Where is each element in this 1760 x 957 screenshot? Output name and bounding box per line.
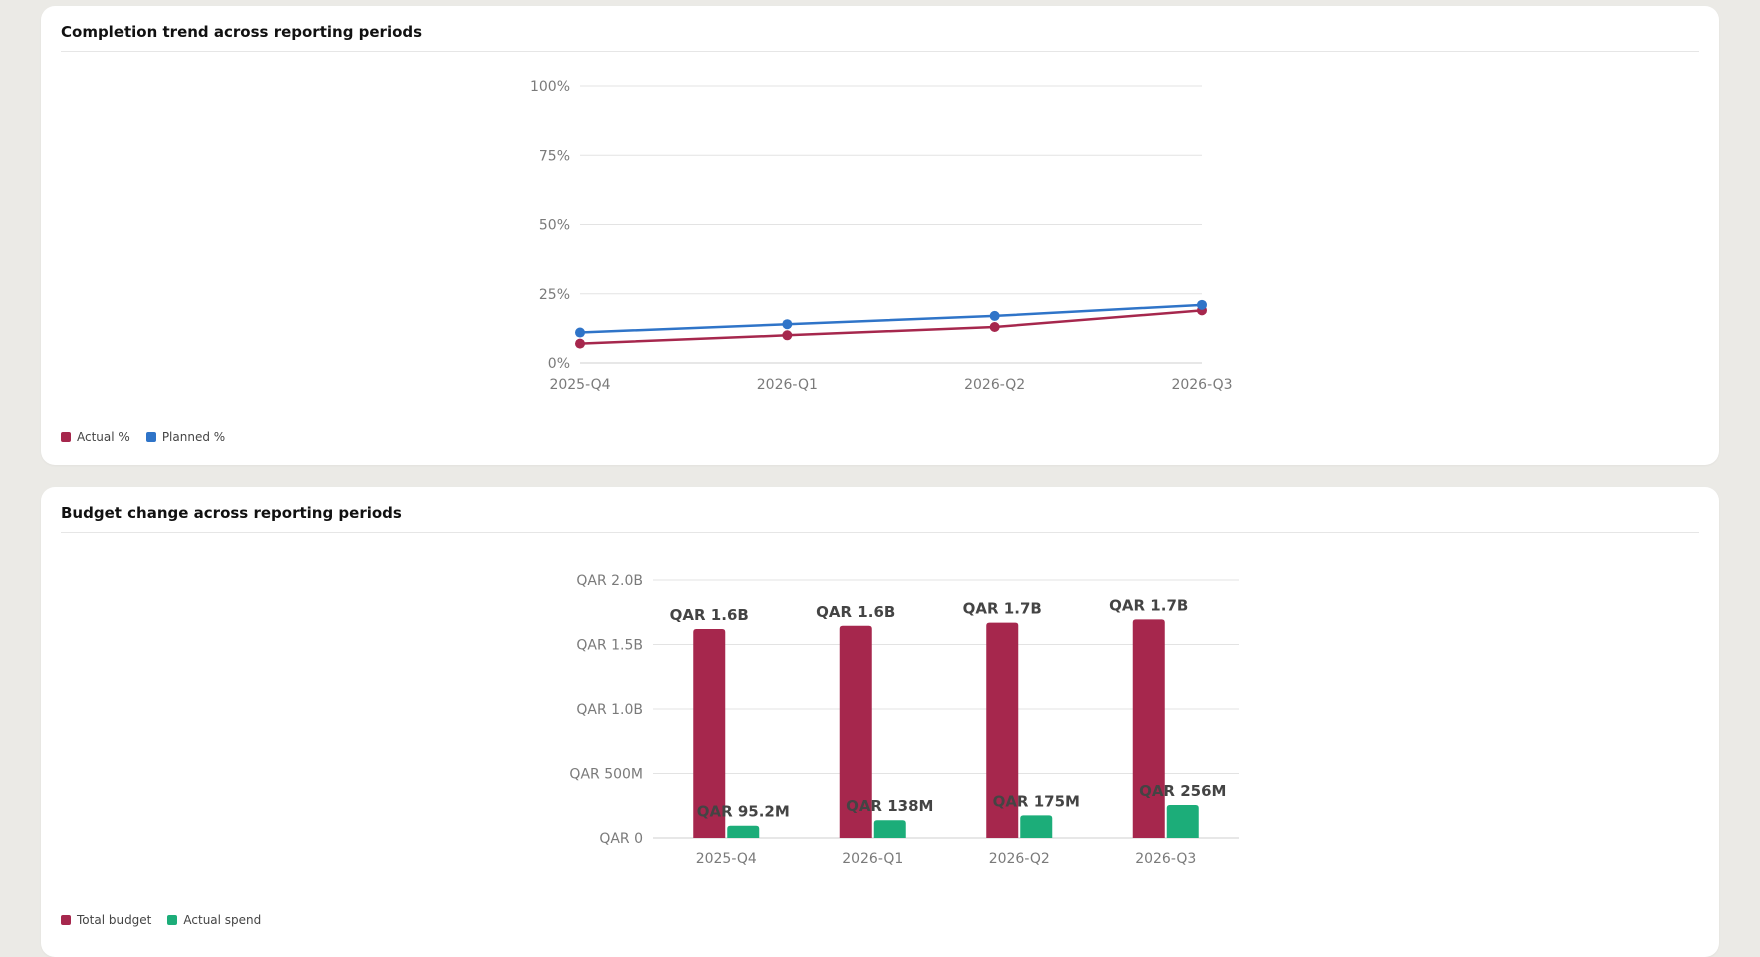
y-tick-label: QAR 1.5B bbox=[576, 638, 643, 654]
data-point-actual bbox=[782, 330, 793, 341]
series-line-actual bbox=[579, 309, 1203, 345]
bar-total-budget bbox=[693, 629, 726, 838]
bar-total-budget bbox=[986, 622, 1019, 838]
data-label-total-budget: QAR 1.6B bbox=[670, 606, 749, 624]
legend-item-planned[interactable]: Planned % bbox=[145, 430, 226, 444]
data-point-actual bbox=[575, 338, 585, 349]
data-label-actual-spend: QAR 95.2M bbox=[697, 803, 790, 821]
bar-actual-spend bbox=[1166, 804, 1199, 838]
legend-item-total-budget[interactable]: Total budget bbox=[61, 913, 151, 927]
bar-actual-spend bbox=[873, 820, 906, 838]
data-point-planned bbox=[1197, 299, 1207, 310]
data-point-actual bbox=[989, 321, 1000, 332]
bar-actual-spend bbox=[727, 825, 760, 838]
completion-trend-card: Completion trend across reporting period… bbox=[41, 6, 1719, 465]
y-tick-label: 100% bbox=[530, 79, 570, 95]
budget-title-divider bbox=[61, 532, 1699, 533]
y-tick-label: 0% bbox=[548, 356, 570, 372]
legend-item-actual[interactable]: Actual % bbox=[61, 430, 130, 444]
data-label-actual-spend: QAR 138M bbox=[846, 797, 933, 815]
data-label-actual-spend: QAR 175M bbox=[993, 792, 1080, 810]
x-tick-label: 2026-Q2 bbox=[964, 377, 1025, 393]
bar-actual-spend bbox=[1020, 815, 1053, 838]
data-point-planned bbox=[989, 310, 1000, 321]
x-tick-label: 2026-Q1 bbox=[757, 377, 818, 393]
legend-swatch-actual-spend bbox=[167, 915, 178, 925]
bar-total-budget bbox=[839, 625, 872, 838]
data-label-total-budget: QAR 1.6B bbox=[816, 603, 895, 621]
bar-total-budget bbox=[1132, 619, 1165, 838]
completion-title-divider bbox=[61, 51, 1699, 52]
budget-legend: Total budget Actual spend bbox=[61, 913, 261, 927]
y-tick-label: QAR 1.0B bbox=[576, 702, 643, 718]
x-tick-label: 2025-Q4 bbox=[549, 377, 610, 393]
data-label-total-budget: QAR 1.7B bbox=[963, 600, 1042, 618]
budget-chart-title: Budget change across reporting periods bbox=[61, 504, 402, 522]
series-line-planned bbox=[579, 303, 1203, 334]
legend-label-total-budget: Total budget bbox=[77, 913, 152, 927]
x-tick-label: 2026-Q3 bbox=[1135, 851, 1196, 867]
budget-change-card: Budget change across reporting periods Q… bbox=[41, 487, 1719, 957]
x-tick-label: 2026-Q1 bbox=[842, 851, 903, 867]
y-tick-label: QAR 0 bbox=[599, 831, 643, 847]
budget-bar-chart: QAR 0 QAR 500M QAR 1.0B QAR 1.5B QAR 2.0B 202… bbox=[569, 573, 1239, 867]
legend-swatch-total-budget bbox=[61, 915, 71, 925]
legend-label-planned: Planned % bbox=[161, 430, 226, 444]
data-label-total-budget: QAR 1.7B bbox=[1109, 596, 1188, 614]
legend-swatch-actual bbox=[61, 432, 71, 442]
legend-label-actual: Actual % bbox=[77, 430, 130, 444]
y-tick-label: QAR 500M bbox=[569, 767, 643, 783]
legend-swatch-planned bbox=[145, 432, 156, 442]
y-tick-label: QAR 2.0B bbox=[576, 573, 643, 589]
y-tick-label: 75% bbox=[539, 148, 570, 164]
legend-item-actual-spend[interactable]: Actual spend bbox=[167, 913, 261, 927]
completion-chart-title: Completion trend across reporting period… bbox=[61, 23, 423, 41]
completion-legend: Actual % Planned % bbox=[61, 430, 225, 444]
data-label-actual-spend: QAR 256M bbox=[1139, 782, 1226, 800]
y-tick-label: 25% bbox=[539, 287, 570, 303]
y-tick-label: 50% bbox=[539, 218, 570, 234]
x-tick-label: 2026-Q3 bbox=[1171, 377, 1232, 393]
x-tick-label: 2025-Q4 bbox=[696, 851, 757, 867]
x-tick-label: 2026-Q2 bbox=[989, 851, 1050, 867]
legend-label-actual-spend: Actual spend bbox=[183, 913, 262, 927]
data-point-planned bbox=[575, 327, 585, 338]
data-point-planned bbox=[782, 319, 793, 330]
completion-line-chart: 0% 25% 50% 75% 100% 2025-Q4 2026-Q1 2026-Q2 2026… bbox=[530, 79, 1233, 393]
